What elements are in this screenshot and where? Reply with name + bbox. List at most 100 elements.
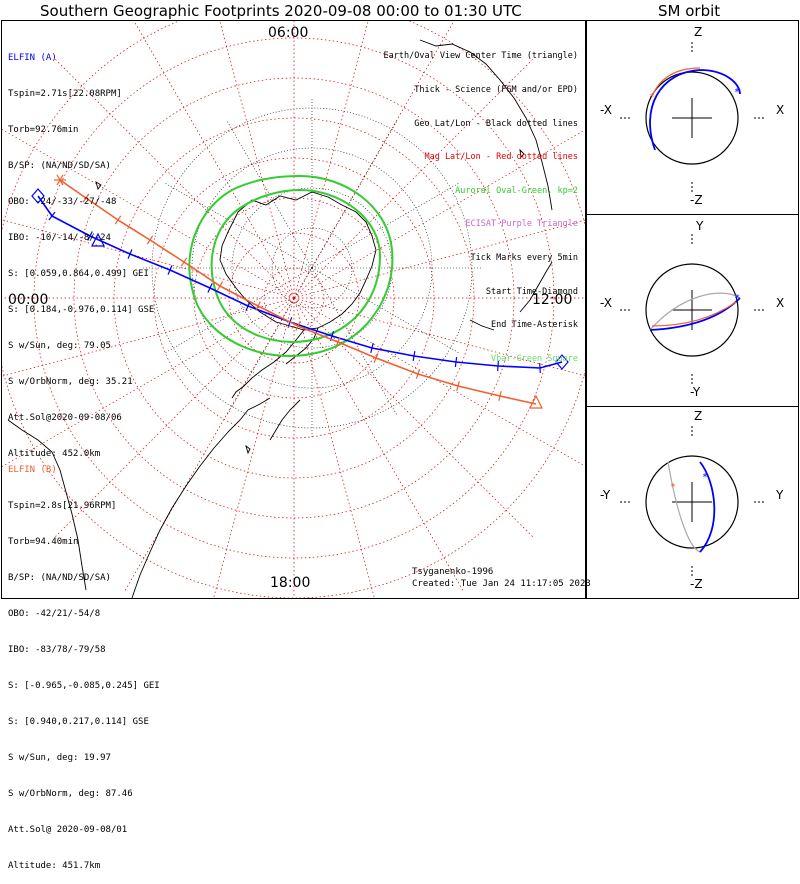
elfin-b-tick (335, 337, 341, 347)
new-zealand-coast (469, 261, 553, 331)
elfin-b-tick (255, 301, 261, 311)
mag-meridian (293, 297, 585, 377)
elfin-b-tick (180, 257, 188, 267)
legend-item: Earth/Oval View Center Time (triangle) (383, 51, 578, 62)
antarctica-coast (219, 191, 377, 331)
mag-meridian (2, 129, 295, 299)
orbit-xy-bottom-label: -Y (690, 385, 701, 399)
elfin-b-name: ELFIN (B) (8, 465, 57, 475)
legend-item: Vbar-Green Square (491, 353, 578, 364)
orbit-xy-backside (649, 292, 741, 331)
elfin-a-start-diamond (31, 188, 45, 204)
elfin-b-view-triangle (529, 394, 543, 409)
elfin-b-tick (498, 390, 502, 402)
elfin-b-tick (456, 381, 460, 391)
elfin-b-tick (216, 281, 224, 291)
elfin-a-line: Tspin=2.71s[22.08RPM] (8, 89, 122, 99)
legend: Earth/Oval View Center Time (triangle) T… (384, 29, 578, 376)
orbit-yz-left-label: -Y (600, 488, 611, 502)
elfin-b-end-asterisk: * (649, 92, 655, 103)
satellite-tracks (31, 174, 569, 409)
elfin-a-tick (207, 283, 213, 293)
elfin-b-line: OBO: -42/21/-54/8 (8, 609, 101, 619)
hour-label-18: 18:00 (270, 575, 311, 591)
elfin-b-tick (415, 369, 421, 379)
map-border (1, 20, 586, 599)
orbit-title: SM orbit (658, 2, 721, 20)
axis-extension (620, 234, 764, 386)
legend-item: Thick - Science (FGM and/or EPD) (414, 85, 578, 96)
elfin-a-line: B/SP: (NA/ND/SD/SA) (8, 161, 111, 171)
elfin-b-line: Torb=94.40min (8, 537, 79, 547)
elfin-a-tick (127, 249, 133, 259)
elfin-b-tick (82, 193, 90, 203)
elfin-a-line: S: [0.184,-0.976,0.114] GSE (8, 305, 155, 315)
auroral-ovals (188, 174, 394, 357)
mag-meridian (53, 297, 295, 539)
mag-meridian (123, 297, 295, 593)
elfin-a-tick (539, 362, 541, 374)
mag-meridian (293, 219, 585, 299)
model-credit: Tsyganenko-1996 (412, 567, 494, 577)
axis-extension (620, 42, 764, 194)
south-america-coast (131, 397, 301, 598)
earth-circle (645, 455, 739, 549)
mag-meridian (293, 129, 585, 299)
auroral-oval-outer (188, 174, 394, 357)
elfin-b-tick (295, 321, 301, 331)
mag-meridian (2, 297, 295, 377)
orbit-yz-top-label: Z (694, 409, 703, 423)
elfin-b-line: Tspin=2.8s[21.96RPM] (8, 501, 117, 511)
orbit-xy-top-label: Y (696, 219, 704, 233)
elfin-a-line: S w/Sun, deg: 79.05 (8, 341, 111, 351)
elfin-b-end-asterisk: * (670, 482, 676, 493)
orbit-xz-bottom-label: -Z (690, 193, 703, 207)
mag-meridian (293, 57, 535, 299)
elfin-b-tick (114, 215, 122, 225)
elfin-a-end-asterisk: * (734, 87, 740, 98)
elfin-b-line: Att.Sol@ 2020-09-08/01 (8, 825, 128, 835)
elfin-a-tick (87, 231, 93, 241)
geo-meridian (226, 267, 313, 416)
orbit-plots: * * * * * (620, 42, 764, 578)
main-title: Southern Geographic Footprints 2020-09-0… (40, 2, 522, 20)
footprint-map: * * * * * (1, 20, 799, 599)
elfin-b-line: S: [-0.965,-0.085,0.245] GEI (8, 681, 160, 691)
elfin-b-line: S w/OrbNorm, deg: 87.46 (8, 789, 133, 799)
antarctic-peninsula (231, 327, 319, 399)
elfin-b-line: IBO: -83/78/-79/58 (8, 645, 106, 655)
elfin-a-line: S w/OrbNorm, deg: 35.21 (8, 377, 133, 387)
africa-coast (7, 419, 87, 591)
elfin-b-line: S: [0.940,0.217,0.114] GSE (8, 717, 149, 727)
orbit-xz-right-label: X (776, 103, 785, 117)
geo-meridian (311, 267, 398, 416)
elfin-a-orbit-xz (649, 69, 741, 151)
elfin-a-tick (497, 360, 499, 372)
elfin-a-line: S: [0.059,0.864,0.499] GEI (8, 269, 149, 279)
elfin-b-line: B/SP: (NA/ND/SD/SA) (8, 573, 111, 583)
elfin-a-end-asterisk: * (734, 293, 740, 304)
hour-label-12: 12:00 (532, 292, 573, 308)
orbit-xz-top-label: Z (694, 25, 703, 39)
hour-label-00: 00:00 (8, 292, 49, 308)
elfin-a-line: IBO: -10/-14/-8/-24 (8, 233, 111, 243)
geo-meridian (164, 267, 313, 354)
earth-circle (645, 263, 739, 357)
elfin-a-name: ELFIN (A) (8, 53, 57, 63)
mag-meridian (133, 21, 295, 299)
auroral-oval-inner (210, 188, 382, 343)
legend-item: ECISAT-Purple Triangle (465, 219, 578, 230)
mag-meridian (293, 21, 455, 299)
orbit-xy-left-label: -X (600, 296, 612, 310)
mag-latitude-circle (263, 267, 325, 329)
elfin-b-line: S w/Sun, deg: 19.97 (8, 753, 111, 763)
legend-item: Tick Marks every 5min (470, 253, 578, 264)
elfin-a-tick (370, 343, 374, 353)
mag-meridian (293, 297, 465, 593)
elfin-a-end-marker (555, 354, 569, 370)
elfin-a-tick (48, 211, 56, 221)
geo-meridian (311, 120, 398, 269)
mag-meridian (2, 219, 295, 299)
mag-meridian (293, 21, 369, 299)
elfin-b-asterisk-stroke (56, 174, 64, 186)
